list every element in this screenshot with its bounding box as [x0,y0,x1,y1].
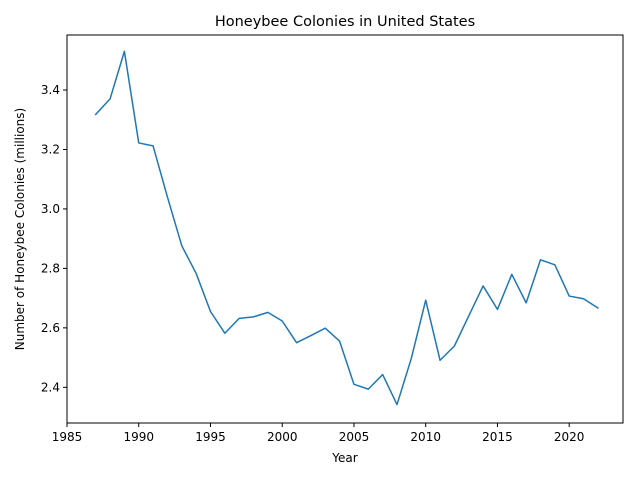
series-line [94,50,599,406]
y-tick-label: 3.0 [41,202,60,216]
x-tick-label: 1990 [123,430,154,444]
x-tick-label: 2000 [267,430,298,444]
y-tick-label: 2.6 [41,321,60,335]
y-tick-label: 2.8 [41,261,60,275]
chart-title: Honeybee Colonies in United States [215,14,475,30]
x-tick-label: 2010 [410,430,441,444]
x-tick-label: 2020 [554,430,585,444]
y-tick-label: 3.2 [41,142,60,156]
y-axis-label: Number of Honeybee Colonies (millions) [13,108,27,350]
x-tick-label: 1985 [52,430,83,444]
y-tick-label: 2.4 [41,380,60,394]
x-tick-label: 1995 [195,430,226,444]
plot-frame [66,34,624,424]
x-tick-label: 2015 [482,430,513,444]
plot-area: 1985 1990 1995 2000 2005 2010 2015 2020 2.4 2.6 2.… [41,50,599,444]
x-axis-label: Year [331,451,357,465]
x-tick-label: 2005 [339,430,370,444]
y-tick-label: 3.4 [41,83,60,97]
